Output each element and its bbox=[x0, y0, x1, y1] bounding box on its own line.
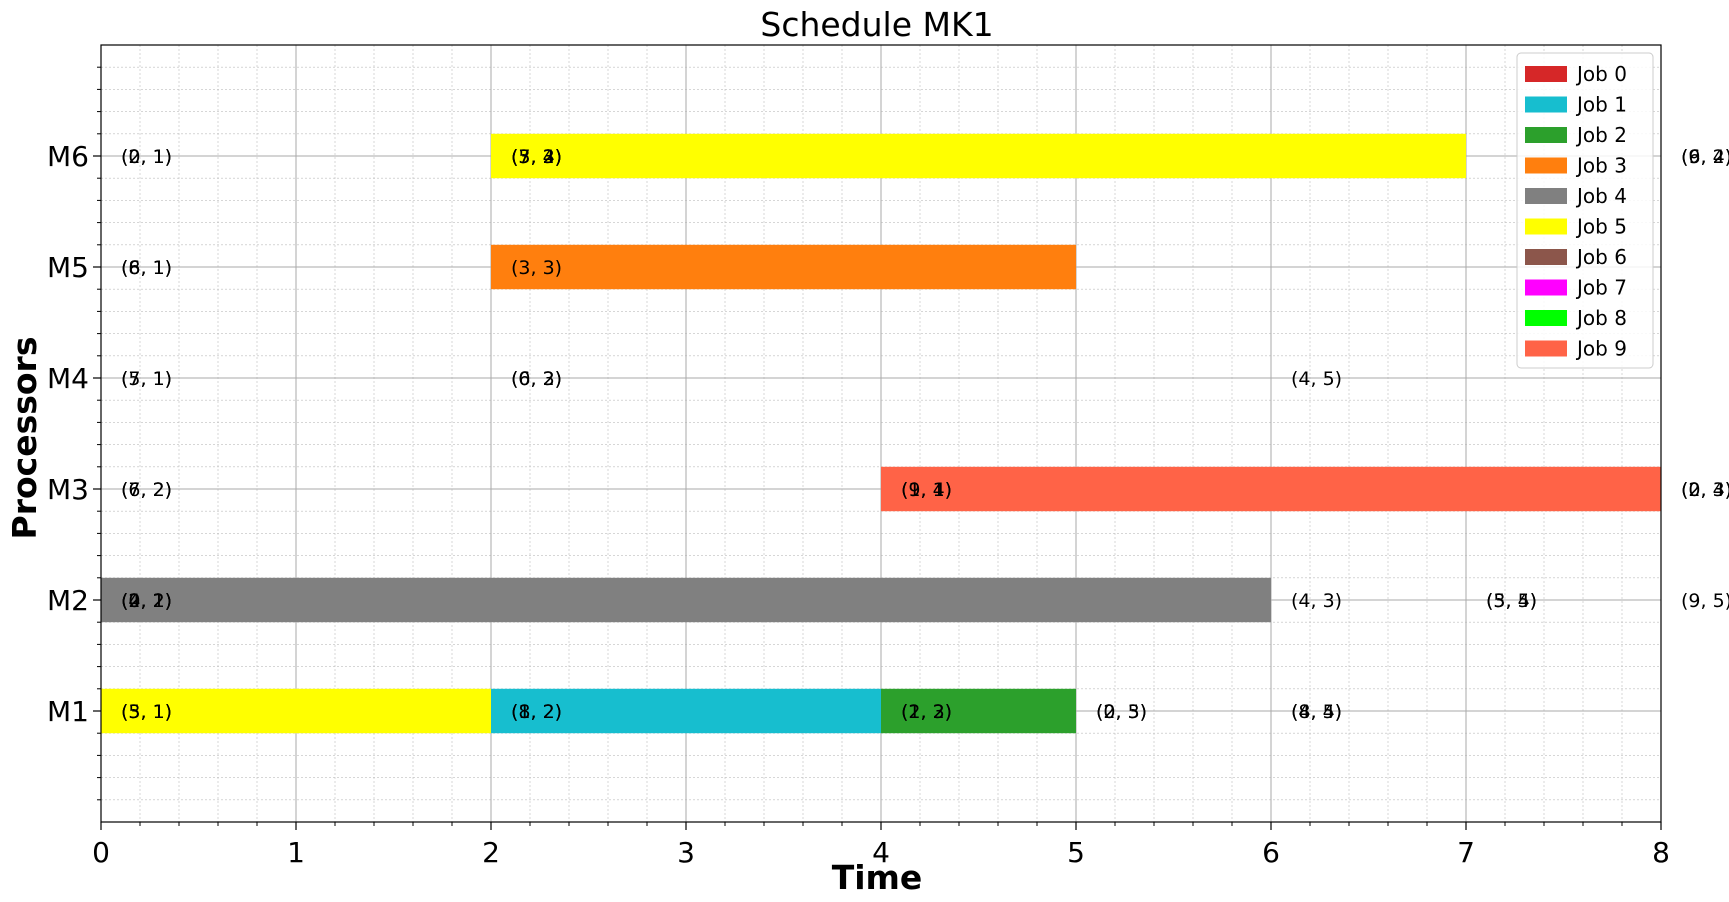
operation-label: (0, 3) bbox=[511, 368, 562, 390]
legend-swatch-job-3 bbox=[1525, 157, 1567, 174]
legend-swatch-job-6 bbox=[1525, 249, 1567, 265]
bar-m1-job-2 bbox=[881, 688, 1076, 734]
operation-label: (4, 3) bbox=[1291, 590, 1342, 612]
operation-label: (3, 5) bbox=[1486, 590, 1537, 612]
x-tick-label: 1 bbox=[287, 836, 305, 869]
bar-m2-job-4 bbox=[101, 577, 1271, 623]
legend-entry-job-3: Job 3 bbox=[1575, 154, 1627, 178]
legend-swatch-job-5 bbox=[1525, 218, 1567, 235]
legend-entry-job-1: Job 1 bbox=[1575, 93, 1627, 117]
operation-label: (5, 1) bbox=[121, 368, 172, 390]
operation-label: (8, 5) bbox=[1291, 701, 1342, 723]
operation-label: (5, 3) bbox=[511, 146, 562, 168]
chart-title: Schedule MK1 bbox=[760, 5, 993, 44]
operation-label: (7, 2) bbox=[121, 479, 172, 501]
legend-swatch-job-9 bbox=[1525, 340, 1567, 357]
operation-label: (1, 4) bbox=[901, 479, 952, 501]
y-tick-label-m6: M6 bbox=[47, 140, 89, 173]
operation-labels: (2, 1)(0, 1) (7, 2)(5, 3)(3, 4) (6, 4)(9, … bbox=[121, 146, 1729, 723]
x-tick-label: 3 bbox=[677, 836, 695, 869]
operation-label: (4, 1) bbox=[121, 590, 172, 612]
legend-swatch-job-1 bbox=[1525, 96, 1567, 113]
operation-label: (3, 4) bbox=[511, 146, 562, 168]
bar-m3-job-9 bbox=[881, 466, 1661, 512]
operation-label: (1, 2) bbox=[511, 701, 562, 723]
x-tick-label: 0 bbox=[92, 836, 110, 869]
bar-m1-job-5 bbox=[101, 688, 491, 734]
bar-m1-job-1 bbox=[491, 688, 881, 734]
operation-label: (8, 1) bbox=[121, 257, 172, 279]
operation-label: (2, 3) bbox=[1681, 479, 1729, 501]
operation-label: (9, 2) bbox=[1681, 146, 1729, 168]
y-tick-label-m2: M2 bbox=[47, 584, 89, 617]
operation-label: (4, 5) bbox=[1291, 368, 1342, 390]
operation-label: (0, 5) bbox=[1096, 701, 1147, 723]
operation-label: (6, 2) bbox=[511, 368, 562, 390]
operation-label: (2, 2) bbox=[901, 701, 952, 723]
operation-label: (0, 2) bbox=[121, 590, 172, 612]
legend-entry-job-0: Job 0 bbox=[1575, 62, 1627, 86]
y-axis-label: Processors bbox=[5, 337, 44, 540]
y-tick-label-m1: M1 bbox=[47, 695, 89, 728]
operation-label: (2, 1) bbox=[121, 146, 172, 168]
operation-label: (6, 1) bbox=[121, 257, 172, 279]
operation-label: (5, 4) bbox=[1486, 590, 1537, 612]
legend-entry-job-8: Job 8 bbox=[1575, 306, 1627, 330]
operation-label: (5, 1) bbox=[121, 701, 172, 723]
legend-swatch-job-7 bbox=[1525, 279, 1567, 296]
x-axis-label: Time bbox=[832, 858, 923, 897]
legend-swatch-job-2 bbox=[1525, 127, 1567, 143]
bar-m6-job-5 bbox=[491, 133, 1466, 179]
legend-entry-job-7: Job 7 bbox=[1575, 276, 1627, 300]
axis-ticks: 0 1 2 3 4 5 6 7 8 M1 M2 M3 M4 M5 M6 bbox=[47, 66, 1670, 869]
operation-label: (1, 3) bbox=[901, 701, 952, 723]
operation-label: (3, 1) bbox=[121, 701, 172, 723]
x-tick-label: 7 bbox=[1457, 836, 1475, 869]
job-bars bbox=[101, 133, 1661, 734]
x-tick-label: 5 bbox=[1067, 836, 1085, 869]
legend-swatch-job-4 bbox=[1525, 188, 1567, 204]
operation-label: (9, 1) bbox=[901, 479, 952, 501]
operation-label: (0, 1) bbox=[121, 146, 172, 168]
x-tick-label: 2 bbox=[482, 836, 500, 869]
operation-label: (8, 2) bbox=[511, 701, 562, 723]
x-tick-label: 4 bbox=[872, 836, 890, 869]
x-tick-label: 6 bbox=[1262, 836, 1280, 869]
operation-label: (3, 3) bbox=[511, 257, 562, 279]
legend-entry-job-6: Job 6 bbox=[1575, 245, 1627, 269]
operation-label: (6, 2) bbox=[121, 479, 172, 501]
operation-label: (7, 1) bbox=[121, 368, 172, 390]
operation-label: (9, 5) bbox=[1681, 590, 1729, 612]
operation-label: (2, 2) bbox=[121, 590, 172, 612]
operation-label: (7, 2) bbox=[511, 146, 562, 168]
legend-entry-job-9: Job 9 bbox=[1575, 337, 1627, 361]
legend-entry-job-2: Job 2 bbox=[1575, 123, 1627, 147]
y-tick-label-m3: M3 bbox=[47, 473, 89, 506]
y-tick-label-m4: M4 bbox=[47, 362, 89, 395]
bar-m5-job-3 bbox=[491, 244, 1076, 290]
legend: Job 0 Job 1 Job 2 Job 3 Job 4 Job 5 Job 6 Job 7… bbox=[1516, 52, 1654, 369]
operation-label: (6, 4) bbox=[1681, 146, 1729, 168]
legend-entry-job-5: Job 5 bbox=[1575, 215, 1627, 239]
legend-swatch-job-8 bbox=[1525, 310, 1567, 326]
operation-label: (4, 4) bbox=[1291, 701, 1342, 723]
legend-entry-job-4: Job 4 bbox=[1575, 184, 1627, 208]
y-tick-label-m5: M5 bbox=[47, 251, 89, 284]
operation-label: (0, 4) bbox=[1681, 479, 1729, 501]
operation-label: (2, 3) bbox=[1096, 701, 1147, 723]
x-tick-label: 8 bbox=[1652, 836, 1670, 869]
legend-swatch-job-0 bbox=[1525, 66, 1567, 82]
